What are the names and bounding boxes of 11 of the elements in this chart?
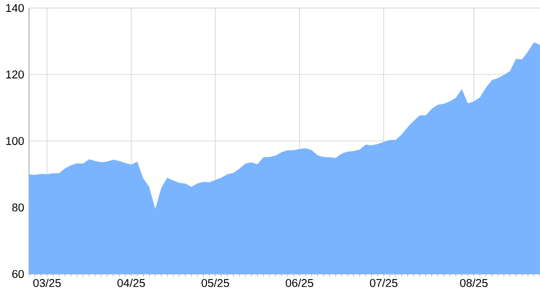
x-tick-label: 06/25 xyxy=(286,278,314,288)
y-tick-label: 120 xyxy=(6,70,24,78)
x-tick-label: 05/25 xyxy=(202,278,230,288)
y-tick-label: 80 xyxy=(12,203,24,212)
x-tick-label: 04/25 xyxy=(117,278,145,288)
x-tick-label: 08/25 xyxy=(460,278,488,288)
y-tick-label: 100 xyxy=(6,136,24,145)
y-tick-label: 140 xyxy=(6,4,24,12)
x-tick-label: 03/25 xyxy=(33,278,61,288)
x-tick-label: 07/25 xyxy=(370,278,398,288)
y-tick-label: 60 xyxy=(12,270,24,278)
